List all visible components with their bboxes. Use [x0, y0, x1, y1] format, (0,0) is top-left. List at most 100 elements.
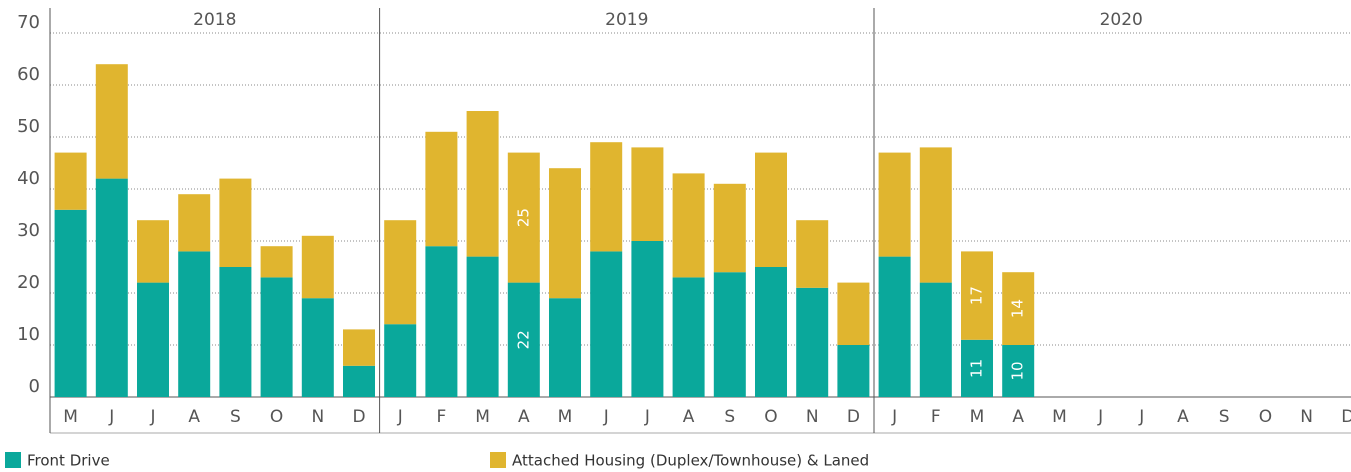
x-tick-label: S — [724, 407, 735, 427]
bar-segment — [260, 246, 293, 278]
x-tick-label: J — [644, 407, 650, 427]
bar-segment — [590, 251, 623, 397]
bar-segment — [1002, 272, 1035, 345]
bar-segment — [837, 282, 870, 345]
bar-segment — [54, 209, 87, 397]
bar-segment — [178, 194, 211, 252]
bar-segment — [54, 152, 87, 210]
x-tick-label: J — [397, 407, 403, 427]
legend-label: Front Drive — [27, 452, 110, 470]
x-tick-label: N — [1300, 407, 1313, 427]
x-tick-label: A — [1177, 407, 1189, 427]
legend-label: Attached Housing (Duplex/Townhouse) & La… — [512, 452, 869, 470]
x-tick-label: J — [1138, 407, 1144, 427]
x-tick-label: D — [1341, 407, 1351, 427]
x-tick-label: M — [1052, 407, 1067, 427]
x-tick-label: J — [891, 407, 897, 427]
y-tick-label: 10 — [17, 324, 40, 345]
x-tick-label: S — [230, 407, 241, 427]
data-label: 17 — [968, 286, 986, 305]
bar-segment — [466, 256, 499, 397]
facet-title: 2019 — [605, 10, 648, 30]
x-tick-label: M — [558, 407, 573, 427]
x-tick-label: M — [63, 407, 78, 427]
facet-title: 2018 — [193, 10, 236, 30]
bar-segment — [384, 220, 417, 325]
data-label: 25 — [514, 208, 532, 227]
bar-segment — [219, 267, 252, 397]
x-tick-label: O — [270, 407, 283, 427]
bar-segment — [95, 178, 128, 397]
bar-segment — [549, 168, 581, 299]
bar-segment — [961, 339, 993, 397]
y-tick-label: 70 — [17, 12, 40, 33]
bar-segment — [178, 251, 211, 397]
facet-title: 2020 — [1100, 10, 1143, 30]
data-label: 22 — [514, 330, 532, 349]
y-tick-label: 0 — [29, 376, 40, 397]
bar-segment — [425, 246, 458, 397]
x-tick-label: J — [149, 407, 155, 427]
bar-segment — [631, 147, 664, 241]
data-label: 10 — [1009, 361, 1027, 380]
bar-segment — [713, 183, 746, 273]
bar-segment — [384, 324, 417, 397]
x-tick-label: M — [475, 407, 490, 427]
bar-segment — [919, 147, 952, 283]
bar-segment — [961, 251, 993, 340]
bar-segment — [878, 152, 911, 257]
y-tick-label: 50 — [17, 116, 40, 137]
x-tick-label: S — [1219, 407, 1230, 427]
y-tick-label: 20 — [17, 272, 40, 293]
bar-segment — [507, 152, 540, 283]
x-tick-label: N — [806, 407, 819, 427]
x-tick-label: J — [108, 407, 114, 427]
bar-segment — [590, 142, 623, 252]
bar-segment — [713, 272, 746, 397]
bar-segment — [549, 298, 581, 397]
bar-segment — [796, 287, 829, 397]
bar-segment — [343, 329, 375, 366]
bar-segment — [137, 220, 169, 283]
y-tick-label: 30 — [17, 220, 40, 241]
bar-segment — [672, 173, 705, 278]
legend-swatch — [490, 452, 506, 468]
bar-segment — [301, 235, 334, 299]
bar-segment — [1002, 345, 1035, 397]
bar-segment — [425, 131, 458, 247]
y-tick-label: 60 — [17, 64, 40, 85]
x-tick-label: M — [970, 407, 985, 427]
bar-segment — [837, 345, 870, 397]
x-tick-label: A — [518, 407, 530, 427]
legend-swatch — [5, 452, 21, 468]
x-tick-label: F — [437, 407, 447, 427]
x-tick-label: A — [683, 407, 695, 427]
bar-segment — [507, 282, 540, 397]
x-tick-label: J — [1097, 407, 1103, 427]
bar-segment — [95, 64, 128, 179]
x-tick-label: A — [188, 407, 200, 427]
bar-segment — [672, 277, 705, 397]
y-tick-label: 40 — [17, 168, 40, 189]
bar-segment — [755, 267, 787, 397]
x-tick-label: J — [603, 407, 609, 427]
x-tick-label: O — [1259, 407, 1272, 427]
x-tick-label: D — [847, 407, 860, 427]
bar-segment — [260, 277, 293, 397]
bar-segment — [796, 220, 829, 288]
bar-segment — [919, 282, 952, 397]
x-tick-label: F — [931, 407, 941, 427]
x-tick-label: N — [311, 407, 324, 427]
bar-segment — [137, 282, 169, 397]
x-tick-label: O — [764, 407, 777, 427]
bar-segment — [466, 111, 499, 257]
x-tick-label: A — [1012, 407, 1024, 427]
bar-segment — [631, 241, 664, 397]
bar-segment — [755, 152, 787, 267]
bar-segment — [219, 178, 252, 267]
bar-segment — [301, 298, 334, 397]
bar-segment — [878, 256, 911, 397]
x-tick-label: D — [352, 407, 365, 427]
data-label: 14 — [1009, 299, 1027, 318]
